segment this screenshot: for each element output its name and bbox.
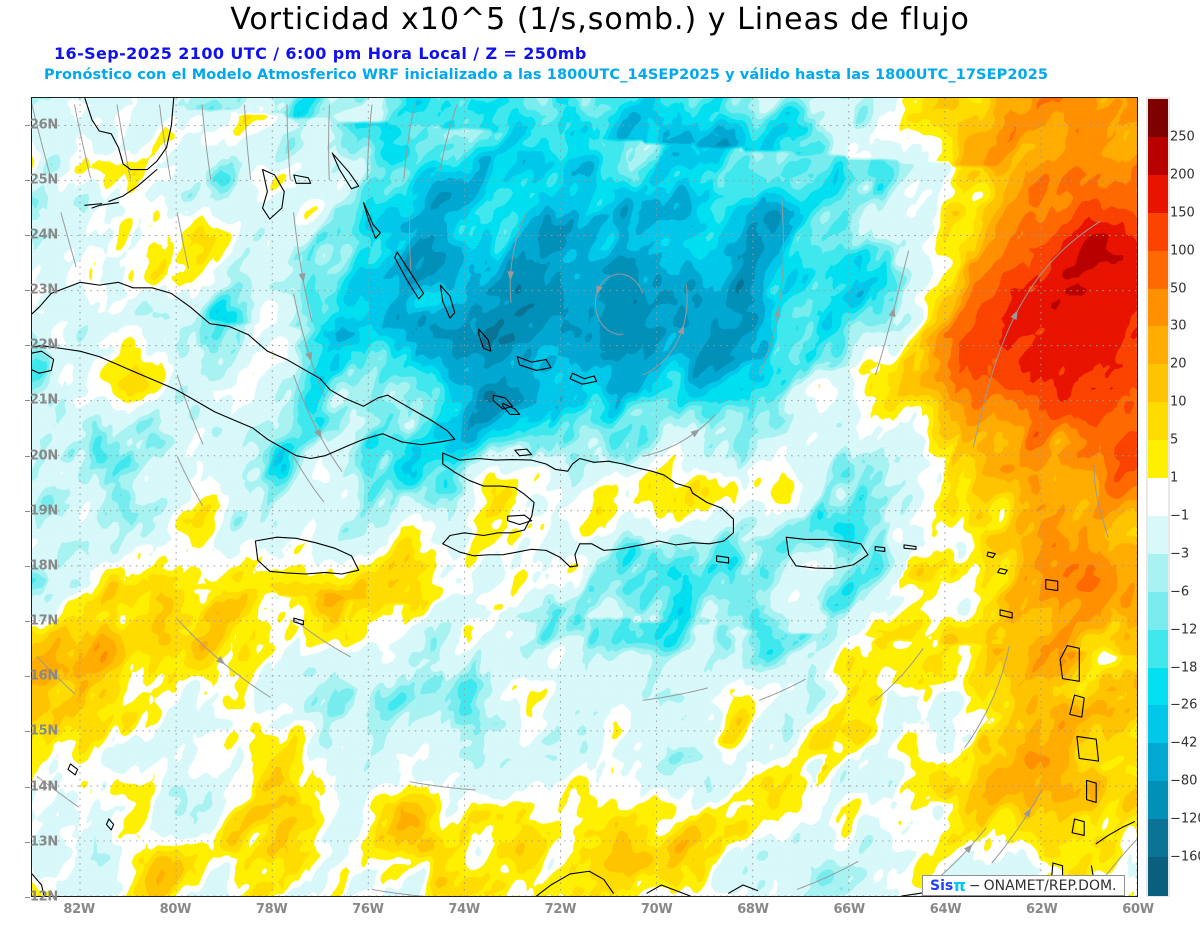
colorbar-band bbox=[1148, 630, 1168, 669]
colorbar-band bbox=[1148, 516, 1168, 555]
colorbar-band bbox=[1148, 554, 1168, 593]
colorbar-tick-label: 200 bbox=[1170, 167, 1195, 182]
lat-tick-13N: 13N bbox=[30, 834, 58, 849]
lat-tick-19N: 19N bbox=[30, 503, 58, 518]
lat-tick-mark bbox=[25, 400, 30, 401]
colorbar-tick-label: −120 bbox=[1170, 812, 1200, 827]
lat-tick-24N: 24N bbox=[30, 227, 58, 242]
colorbar-band bbox=[1148, 326, 1168, 365]
lat-tick-mark bbox=[25, 235, 30, 236]
colorbar-tick-label: 20 bbox=[1170, 357, 1187, 372]
lon-tick-76W: 76W bbox=[352, 902, 384, 917]
colorbar: 250 200 150 100 50 30 20 10 5 1 −1 −3 −6 −12 −18 −26 −42… bbox=[1146, 97, 1170, 897]
logo-separator: − bbox=[966, 878, 984, 894]
lat-tick-mark bbox=[25, 180, 30, 181]
lat-tick-mark bbox=[25, 842, 30, 843]
colorbar-tick-label: −6 bbox=[1170, 584, 1189, 599]
colorbar-band bbox=[1148, 478, 1168, 517]
lon-tick-74W: 74W bbox=[448, 902, 480, 917]
lat-tick-mark bbox=[25, 897, 30, 898]
lat-tick-23N: 23N bbox=[30, 283, 58, 298]
page-title: Vorticidad x10^5 (1/s,somb.) y Lineas de… bbox=[0, 2, 1200, 37]
lat-tick-21N: 21N bbox=[30, 393, 58, 408]
coastlines-layer bbox=[32, 98, 1137, 896]
lat-tick-12N: 12N bbox=[30, 890, 58, 905]
colorbar-band bbox=[1148, 99, 1168, 138]
colorbar-tick-label: 5 bbox=[1170, 433, 1178, 448]
lon-tick-82W: 82W bbox=[63, 902, 95, 917]
lon-tick-80W: 80W bbox=[160, 902, 192, 917]
lon-tick-72W: 72W bbox=[545, 902, 577, 917]
colorbar-tick-label: 10 bbox=[1170, 395, 1187, 410]
colorbar-tick-label: 30 bbox=[1170, 319, 1187, 334]
lon-tick-66W: 66W bbox=[833, 902, 865, 917]
colorbar-band bbox=[1148, 289, 1168, 328]
colorbar-band bbox=[1148, 402, 1168, 441]
colorbar-band bbox=[1148, 592, 1168, 631]
lat-tick-mark bbox=[25, 621, 30, 622]
lat-tick-mark bbox=[25, 125, 30, 126]
attribution-logo: Sis π − ONAMET/REP.DOM. bbox=[922, 875, 1125, 896]
lat-tick-mark bbox=[25, 787, 30, 788]
model-info-subtitle: Pronóstico con el Modelo Atmosferico WRF… bbox=[44, 67, 1048, 83]
lat-tick-15N: 15N bbox=[30, 724, 58, 739]
lat-tick-26N: 26N bbox=[30, 117, 58, 132]
lat-tick-20N: 20N bbox=[30, 448, 58, 463]
colorbar-tick-label: 250 bbox=[1170, 129, 1195, 144]
lon-tick-62W: 62W bbox=[1026, 902, 1058, 917]
lon-tick-70W: 70W bbox=[641, 902, 673, 917]
colorbar-tick-label: −3 bbox=[1170, 546, 1189, 561]
colorbar-tick-label: 50 bbox=[1170, 281, 1187, 296]
colorbar-band bbox=[1148, 743, 1168, 782]
lat-tick-16N: 16N bbox=[30, 669, 58, 684]
colorbar-band bbox=[1148, 668, 1168, 707]
colorbar-band bbox=[1148, 440, 1168, 479]
colorbar-tick-label: −12 bbox=[1170, 622, 1197, 637]
colorbar-band bbox=[1148, 175, 1168, 214]
colorbar-tick-label: −80 bbox=[1170, 774, 1197, 789]
lat-tick-25N: 25N bbox=[30, 172, 58, 187]
lat-tick-mark bbox=[25, 456, 30, 457]
lon-tick-64W: 64W bbox=[930, 902, 962, 917]
valid-time-subtitle: 16-Sep-2025 2100 UTC / 6:00 pm Hora Loca… bbox=[54, 44, 587, 63]
logo-pi-icon: π bbox=[953, 876, 966, 895]
lat-tick-mark bbox=[25, 290, 30, 291]
colorbar-band bbox=[1148, 819, 1168, 858]
lat-tick-mark bbox=[25, 345, 30, 346]
lat-tick-mark bbox=[25, 676, 30, 677]
lat-tick-mark bbox=[25, 511, 30, 512]
colorbar-tick-label: −18 bbox=[1170, 660, 1197, 675]
colorbar-band bbox=[1148, 857, 1168, 896]
colorbar-tick-label: 100 bbox=[1170, 243, 1195, 258]
colorbar-tick-label: 1 bbox=[1170, 471, 1178, 486]
colorbar-strip: 250 200 150 100 50 30 20 10 5 1 −1 −3 −6 −12 −18 −26 −42… bbox=[1148, 99, 1168, 895]
colorbar-band bbox=[1148, 781, 1168, 820]
lon-tick-68W: 68W bbox=[737, 902, 769, 917]
logo-brand-text: Sis bbox=[930, 878, 953, 894]
colorbar-tick-label: −160 bbox=[1170, 850, 1200, 865]
lat-tick-17N: 17N bbox=[30, 614, 58, 629]
colorbar-band bbox=[1148, 705, 1168, 744]
colorbar-band bbox=[1148, 364, 1168, 403]
logo-organization: ONAMET/REP.DOM. bbox=[984, 878, 1117, 894]
lat-tick-22N: 22N bbox=[30, 338, 58, 353]
lat-tick-mark bbox=[25, 566, 30, 567]
map-plot-area[interactable] bbox=[31, 97, 1138, 897]
lon-tick-60W: 60W bbox=[1122, 902, 1154, 917]
lat-tick-14N: 14N bbox=[30, 779, 58, 794]
colorbar-tick-label: −1 bbox=[1170, 508, 1189, 523]
lon-tick-78W: 78W bbox=[256, 902, 288, 917]
chart-header: Vorticidad x10^5 (1/s,somb.) y Lineas de… bbox=[0, 0, 1200, 95]
colorbar-tick-label: 150 bbox=[1170, 205, 1195, 220]
lat-tick-18N: 18N bbox=[30, 558, 58, 573]
colorbar-tick-label: −26 bbox=[1170, 698, 1197, 713]
colorbar-tick-label: −42 bbox=[1170, 736, 1197, 751]
colorbar-band bbox=[1148, 213, 1168, 252]
colorbar-band bbox=[1148, 137, 1168, 176]
colorbar-band bbox=[1148, 251, 1168, 290]
lat-tick-mark bbox=[25, 731, 30, 732]
